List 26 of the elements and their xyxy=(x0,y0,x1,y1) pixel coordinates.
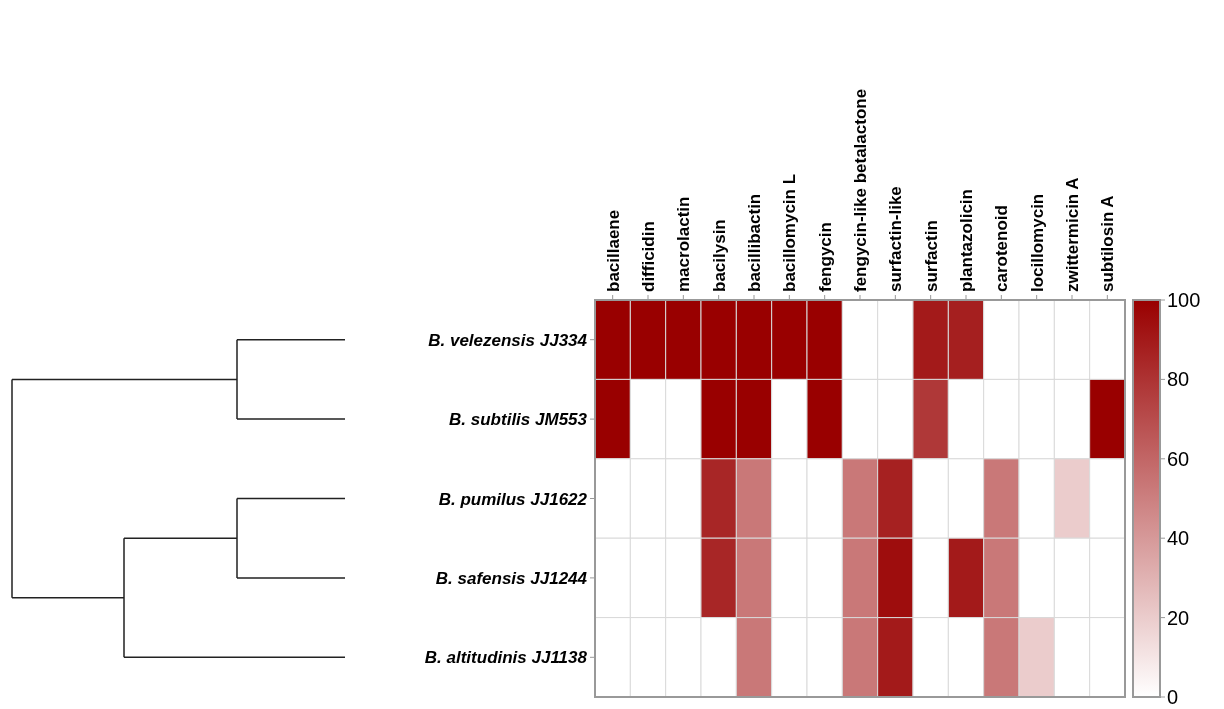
x-tick-label: subtilosin A xyxy=(1098,195,1118,292)
y-tick-label: B. velezensis JJ334 xyxy=(428,330,588,350)
y-tick-label: B. subtilis JM553 xyxy=(449,410,588,430)
x-tick-label: surfactin-like xyxy=(886,186,906,292)
x-tick-label: difficidin xyxy=(639,221,658,292)
y-tick-label: B. safensis JJ1244 xyxy=(435,568,588,588)
color-bar-label: 0 xyxy=(1167,686,1179,708)
x-tick-label: bacillibactin xyxy=(745,193,764,292)
x-tick-label: fengycin-like betalactone xyxy=(851,88,870,292)
x-tick-label: locillomycin xyxy=(1027,193,1047,292)
x-tick-label: plantazolicin xyxy=(957,189,976,292)
y-tick-label: B. pumilus JJ1622 xyxy=(438,489,588,509)
x-tick-label: bacillaene xyxy=(603,209,623,292)
x-tick-label: surfactin xyxy=(921,220,941,292)
x-tick-label: bacillomycin L xyxy=(780,173,800,292)
x-tick-label: carotenoid xyxy=(992,205,1012,292)
y-tick-label: B. altitudinis JJ1138 xyxy=(424,648,588,668)
color-bar-label: 100 xyxy=(1167,289,1201,311)
x-tick-label: macrolactin xyxy=(674,196,694,292)
x-tick-label: zwittermicin A xyxy=(1063,177,1082,292)
color-bar-label: 60 xyxy=(1167,447,1190,470)
color-bar-label: 20 xyxy=(1167,606,1190,629)
color-bar-label: 40 xyxy=(1167,527,1190,550)
color-bar-label: 80 xyxy=(1167,368,1190,391)
x-tick-label: bacilysin xyxy=(709,219,729,292)
x-tick-label: fengycin xyxy=(815,222,835,292)
